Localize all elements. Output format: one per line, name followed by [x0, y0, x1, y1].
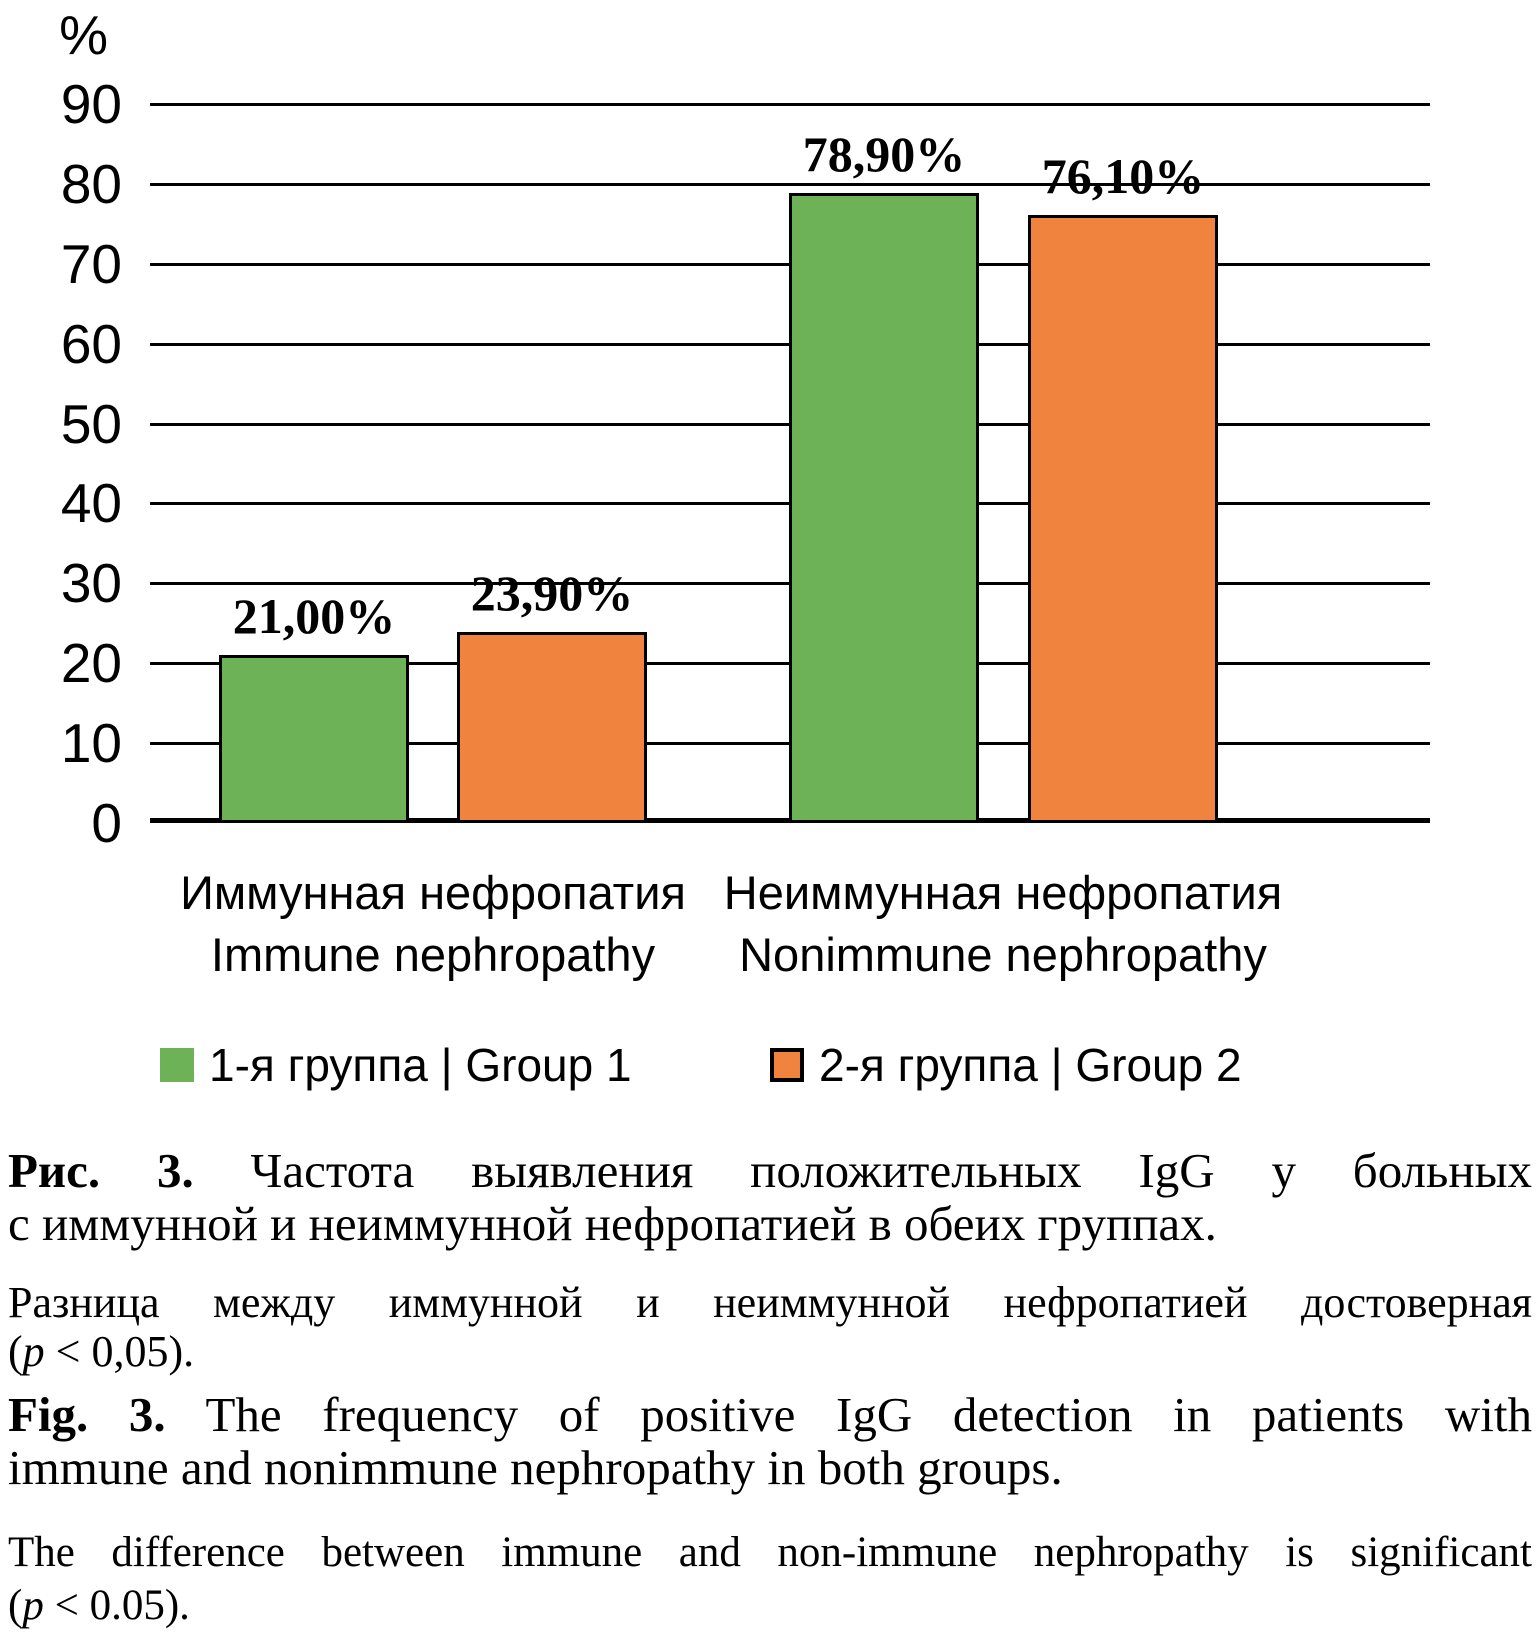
plot-area: 21,00% 78,90% 23,90% 76,10% [150, 103, 1430, 823]
note-en-value: < 0.05). [43, 1582, 190, 1629]
caption-en-line1: Fig. 3. The frequency of positive IgG de… [8, 1387, 1532, 1443]
note-en-line2: (p < 0.05). [8, 1580, 1532, 1632]
note-en-line1: The difference between immune and non-im… [8, 1529, 1532, 1576]
caption-en-text: The frequency of positive IgG detection … [165, 1387, 1533, 1442]
bar-nonimmune-group2 [1028, 215, 1218, 823]
bar-nonimmune-group1 [789, 193, 979, 823]
note-ru-line1: Разница между иммунной и неиммунной нефр… [8, 1278, 1532, 1327]
caption-ru-line2: с иммунной и неиммунной нефропатией в об… [8, 1196, 1217, 1251]
gridline-80 [150, 183, 1430, 186]
legend-label-group1: 1-я группа | Group 1 [209, 1039, 632, 1091]
category-label-immune: Иммунная нефропатия Immune nephropathy [153, 862, 713, 986]
y-tick-label-40: 40 [60, 472, 122, 534]
y-tick-label-60: 60 [60, 313, 122, 375]
note-en-p-symbol: p [22, 1582, 44, 1629]
category-label-immune-en: Immune nephropathy [210, 928, 656, 981]
bar-immune-group1 [219, 655, 409, 823]
y-tick-label-70: 70 [60, 233, 122, 295]
y-tick-label-20: 20 [60, 632, 122, 694]
bar-immune-group2 [457, 632, 647, 823]
bar-value-label-immune-group1: 21,00% [232, 588, 396, 644]
y-tick-label-30: 30 [60, 552, 122, 614]
legend-item-group1: 1-я группа | Group 1 [160, 1040, 632, 1090]
category-label-nonimmune-ru: Неиммунная нефропатия [723, 866, 1283, 919]
y-tick-label-10: 10 [60, 712, 122, 774]
y-tick-label-50: 50 [60, 393, 122, 455]
note-en-paren: ( [8, 1582, 23, 1629]
note-ru-paren: ( [8, 1327, 23, 1376]
caption-ru-line1: Рис. 3. Частота выявления положительных … [8, 1143, 1532, 1199]
legend-item-group2: 2-я группа | Group 2 [770, 1040, 1242, 1090]
category-label-nonimmune: Неиммунная нефропатия Nonimmune nephropa… [723, 862, 1283, 986]
y-tick-label-0: 0 [91, 792, 122, 854]
category-label-nonimmune-en: Nonimmune nephropathy [739, 928, 1267, 981]
caption-ru-lead: Рис. 3. [8, 1143, 194, 1198]
legend-swatch-group2 [770, 1048, 804, 1082]
legend-swatch-group1 [160, 1048, 194, 1082]
legend-label-group2: 2-я группа | Group 2 [819, 1039, 1242, 1091]
note-ru-line2: (p < 0,05). [8, 1326, 1532, 1378]
caption-ru-text: Частота выявления положительных IgG у бо… [193, 1143, 1533, 1198]
gridline-90 [150, 103, 1430, 106]
note-ru-value: < 0,05). [44, 1327, 195, 1376]
caption-en-lead: Fig. 3. [8, 1387, 166, 1442]
bar-value-label-immune-group2: 23,90% [470, 565, 634, 621]
y-tick-label-80: 80 [60, 153, 122, 215]
bar-value-label-nonimmune-group1: 78,90% [802, 126, 966, 182]
note-ru-p-symbol: p [22, 1327, 45, 1376]
y-axis-unit-label: % [59, 4, 108, 66]
caption-en-line2: immune and nonimmune nephropathy in both… [8, 1440, 1063, 1495]
y-tick-label-90: 90 [60, 73, 122, 135]
bar-value-label-nonimmune-group2: 76,10% [1041, 148, 1205, 204]
category-label-immune-ru: Иммунная нефропатия [180, 866, 686, 919]
bar-chart: % 21,00% 78,90% 23,90% 76,10% Иммунная нефр… [59, 4, 1430, 1090]
